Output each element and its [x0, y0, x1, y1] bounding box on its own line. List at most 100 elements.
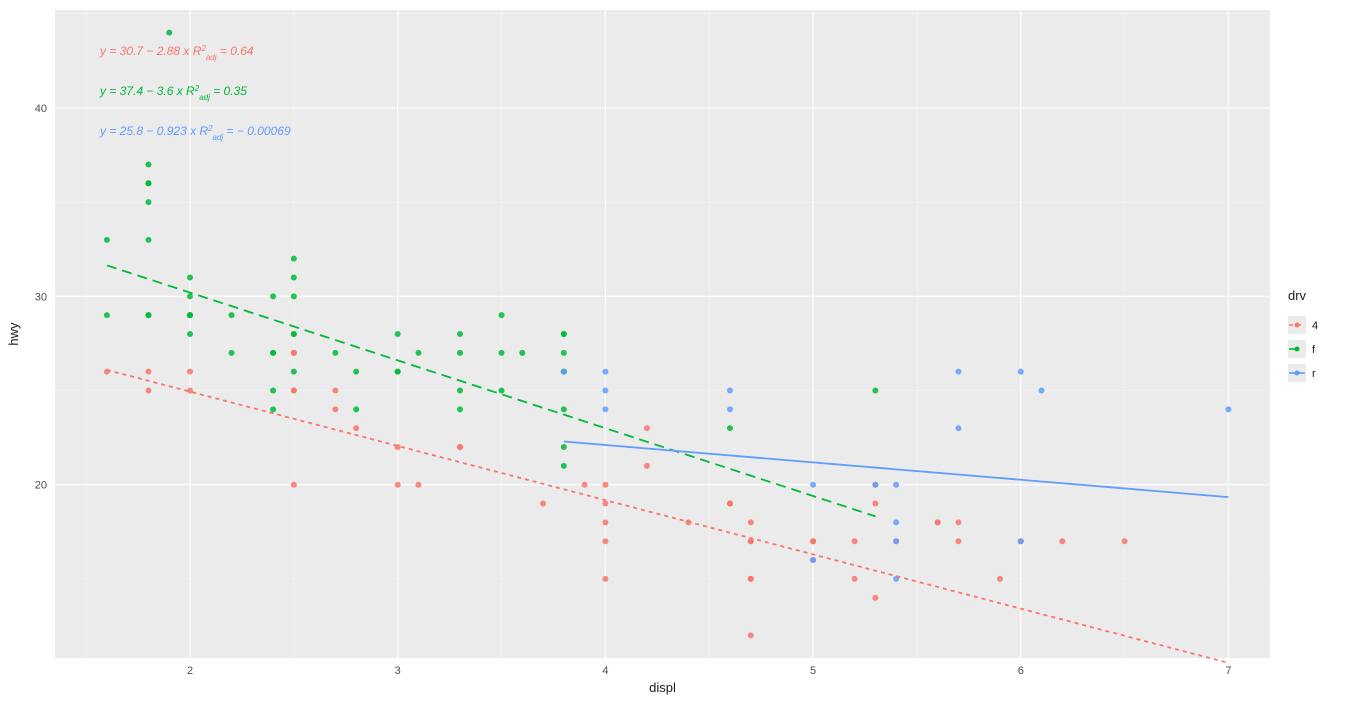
data-point: [893, 482, 899, 488]
x-axis-title: displ: [649, 680, 676, 695]
data-point: [457, 350, 463, 356]
data-point: [353, 425, 359, 431]
data-point: [519, 350, 525, 356]
data-point: [935, 519, 941, 525]
data-point: [748, 519, 754, 525]
data-point: [145, 180, 151, 186]
data-point: [893, 538, 899, 544]
data-point: [457, 406, 463, 412]
x-tick-label: 5: [810, 665, 816, 677]
legend-point-icon: [1295, 347, 1300, 352]
data-point: [852, 538, 858, 544]
data-point: [1225, 406, 1231, 412]
data-point: [395, 482, 401, 488]
data-point: [395, 369, 401, 375]
data-point: [291, 388, 297, 394]
data-point: [852, 576, 858, 582]
data-point: [561, 406, 567, 412]
data-point: [955, 519, 961, 525]
data-point: [748, 632, 754, 638]
data-point: [955, 425, 961, 431]
data-point: [582, 482, 588, 488]
data-point: [810, 557, 816, 563]
y-tick-label: 40: [35, 103, 47, 115]
data-point: [270, 350, 276, 356]
data-point: [602, 406, 608, 412]
data-point: [1122, 538, 1128, 544]
data-point: [872, 501, 878, 507]
data-point: [727, 425, 733, 431]
y-tick-label: 30: [35, 291, 47, 303]
y-axis-title: hwy: [6, 322, 21, 346]
legend-point-icon: [1295, 323, 1300, 328]
data-point: [602, 501, 608, 507]
data-point: [997, 576, 1003, 582]
legend-label: 4: [1312, 320, 1318, 332]
data-point: [1018, 538, 1024, 544]
legend-title: drv: [1288, 288, 1307, 303]
data-point: [561, 369, 567, 375]
data-point: [166, 30, 172, 36]
data-point: [145, 388, 151, 394]
data-point: [872, 595, 878, 601]
data-point: [229, 350, 235, 356]
data-point: [602, 576, 608, 582]
data-point: [353, 369, 359, 375]
data-point: [457, 388, 463, 394]
data-point: [644, 463, 650, 469]
data-point: [187, 274, 193, 280]
data-point: [145, 161, 151, 167]
chart-svg: 234567203040displhwyy = 30.7 − 2.88 x R2…: [0, 0, 1366, 705]
data-point: [602, 482, 608, 488]
data-point: [457, 331, 463, 337]
data-point: [291, 331, 297, 337]
data-point: [145, 369, 151, 375]
data-point: [187, 331, 193, 337]
data-point: [872, 388, 878, 394]
data-point: [332, 388, 338, 394]
data-point: [291, 274, 297, 280]
data-point: [187, 369, 193, 375]
data-point: [810, 538, 816, 544]
data-point: [291, 369, 297, 375]
data-point: [499, 312, 505, 318]
data-point: [644, 425, 650, 431]
data-point: [561, 350, 567, 356]
data-point: [415, 482, 421, 488]
data-point: [727, 406, 733, 412]
data-point: [561, 463, 567, 469]
data-point: [602, 388, 608, 394]
data-point: [540, 501, 546, 507]
x-tick-label: 7: [1225, 665, 1231, 677]
data-point: [395, 331, 401, 337]
data-point: [955, 538, 961, 544]
data-point: [270, 406, 276, 412]
data-point: [1059, 538, 1065, 544]
data-point: [602, 369, 608, 375]
legend-label: r: [1312, 368, 1316, 380]
legend-label: f: [1312, 344, 1316, 356]
data-point: [955, 369, 961, 375]
data-point: [291, 256, 297, 262]
data-point: [499, 350, 505, 356]
data-point: [727, 501, 733, 507]
data-point: [104, 237, 110, 243]
data-point: [810, 482, 816, 488]
data-point: [187, 293, 193, 299]
x-tick-label: 4: [602, 665, 608, 677]
data-point: [872, 482, 878, 488]
data-point: [291, 350, 297, 356]
data-point: [104, 312, 110, 318]
data-point: [561, 331, 567, 337]
data-point: [1018, 369, 1024, 375]
legend-point-icon: [1295, 371, 1300, 376]
data-point: [270, 293, 276, 299]
data-point: [602, 538, 608, 544]
data-point: [332, 350, 338, 356]
data-point: [270, 388, 276, 394]
data-point: [457, 444, 463, 450]
data-point: [229, 312, 235, 318]
data-point: [187, 312, 193, 318]
data-point: [145, 199, 151, 205]
scatter-chart: 234567203040displhwyy = 30.7 − 2.88 x R2…: [0, 0, 1366, 705]
